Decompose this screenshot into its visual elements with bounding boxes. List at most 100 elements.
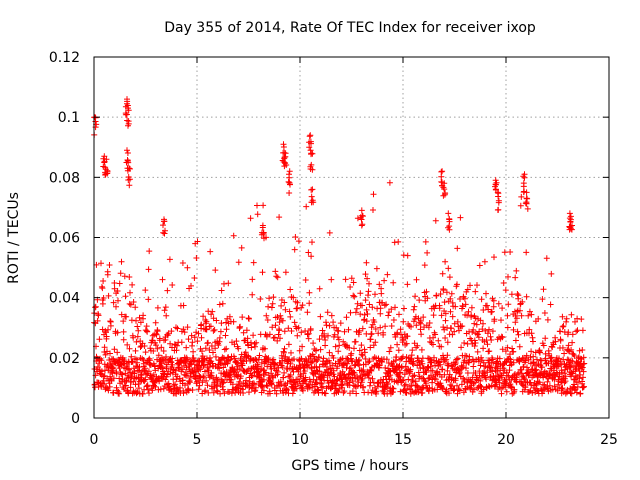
data-point (364, 311, 371, 317)
data-point (426, 320, 433, 326)
data-point (386, 348, 393, 355)
data-point (371, 319, 378, 325)
data-point (275, 331, 282, 338)
data-point (294, 299, 301, 306)
data-point (523, 249, 530, 256)
data-point (350, 369, 357, 376)
data-point (577, 390, 584, 397)
data-point (206, 363, 213, 370)
data-point (132, 304, 139, 311)
data-point (161, 216, 167, 223)
data-point (133, 317, 139, 324)
y-tick-label: 0.1 (58, 110, 80, 126)
data-point (235, 259, 242, 266)
data-point (95, 312, 102, 319)
data-point (390, 385, 397, 392)
data-point (530, 353, 537, 360)
data-point (182, 382, 188, 389)
data-point (519, 298, 526, 305)
data-point (156, 335, 163, 342)
data-point (368, 330, 375, 337)
data-point (461, 295, 468, 302)
data-point (264, 332, 270, 339)
data-point (354, 375, 361, 382)
data-point (363, 259, 370, 266)
data-point (559, 385, 566, 392)
data-point (498, 317, 504, 324)
data-point (458, 344, 465, 351)
data-point (397, 388, 404, 395)
data-point (470, 326, 477, 333)
data-point (185, 387, 192, 394)
data-point (387, 344, 394, 351)
tick-labels: 0 0.02 0.04 0.06 0.08 0.1 0.12 0 5 10 15 20 25 (49, 50, 618, 448)
data-point (569, 331, 576, 338)
data-point (226, 313, 233, 320)
data-point (158, 344, 165, 351)
data-point (279, 317, 286, 324)
data-point (455, 386, 462, 393)
data-point (280, 141, 287, 148)
data-point (523, 293, 530, 300)
data-point (179, 366, 186, 373)
data-point (290, 368, 297, 375)
y-tick-label: 0.02 (49, 351, 80, 367)
data-point (537, 349, 543, 356)
x-tick-label: 5 (193, 432, 202, 448)
data-point (572, 318, 578, 325)
data-point (219, 300, 226, 307)
data-point (430, 312, 437, 319)
data-point (427, 338, 434, 345)
data-point (580, 368, 587, 375)
data-point (498, 390, 505, 397)
data-point (231, 355, 238, 362)
data-point (153, 331, 160, 338)
data-point (404, 252, 411, 259)
data-point (564, 356, 571, 363)
data-point (268, 380, 274, 387)
data-point (367, 336, 374, 343)
data-point (560, 323, 567, 329)
data-point (126, 345, 133, 352)
data-point (357, 290, 364, 297)
data-point (354, 215, 361, 222)
data-point (248, 373, 255, 379)
data-point (202, 387, 209, 394)
data-point (536, 379, 543, 386)
data-point (492, 186, 499, 193)
data-point (556, 371, 563, 378)
data-point (110, 299, 117, 306)
data-point (169, 282, 176, 288)
data-point (484, 341, 491, 348)
chart-title: Day 355 of 2014, Rate Of TEC Index for r… (164, 20, 536, 36)
data-point (464, 286, 471, 293)
data-point (348, 275, 355, 282)
data-point (136, 364, 143, 370)
data-point (305, 330, 312, 337)
data-point (142, 365, 148, 372)
data-point (510, 348, 517, 355)
data-point (116, 390, 123, 397)
data-point (159, 276, 166, 283)
data-point (319, 327, 326, 334)
data-point (439, 270, 446, 277)
data-point (458, 362, 465, 369)
data-point (220, 386, 227, 393)
data-point (335, 328, 342, 335)
data-point (208, 311, 215, 318)
data-point (94, 317, 101, 324)
data-point (215, 342, 222, 349)
data-point (260, 202, 267, 209)
data-point (539, 364, 545, 371)
data-point (362, 297, 369, 304)
data-point (208, 343, 215, 349)
data-point (510, 326, 517, 333)
data-point (322, 337, 329, 343)
data-point (509, 345, 516, 352)
data-point (394, 341, 401, 348)
data-point (301, 377, 308, 384)
data-point (388, 306, 395, 313)
data-point (326, 322, 333, 329)
data-point (335, 348, 342, 355)
